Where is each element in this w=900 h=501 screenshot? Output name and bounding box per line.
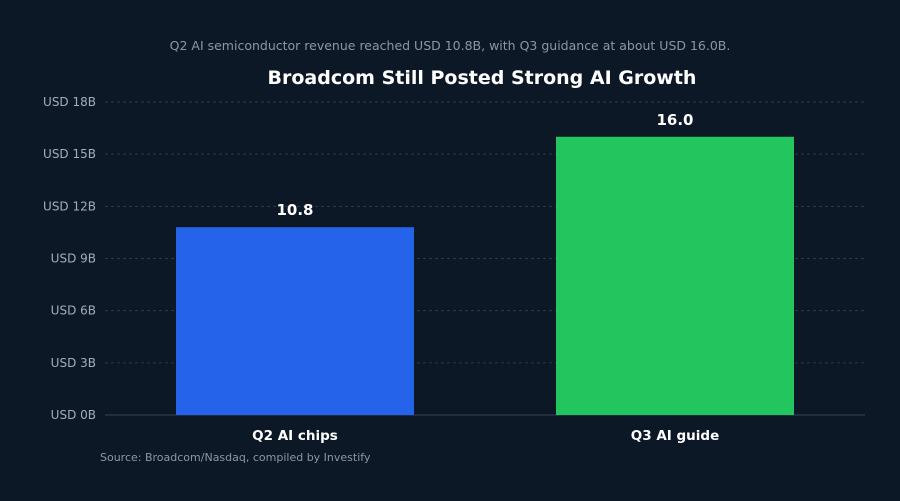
- bars-layer: [176, 136, 794, 415]
- bar: [176, 227, 414, 415]
- chart-subtitle: Q2 AI semiconductor revenue reached USD …: [170, 38, 731, 53]
- chart-title: Broadcom Still Posted Strong AI Growth: [268, 67, 697, 89]
- y-tick-label: USD 6B: [51, 304, 96, 318]
- bar-value-label: 10.8: [276, 201, 313, 219]
- y-tick-label: USD 0B: [51, 408, 96, 422]
- x-tick-label: Q3 AI guide: [631, 428, 719, 444]
- y-tick-label: USD 3B: [51, 356, 96, 370]
- chart-source: Source: Broadcom/Nasdaq, compiled by Inv…: [100, 451, 371, 464]
- bar-value-label: 16.0: [656, 111, 693, 129]
- y-tick-label: USD 18B: [43, 95, 96, 109]
- y-tick-label: USD 15B: [43, 147, 96, 161]
- labels-layer: 10.8 Q2 AI chips 16.0 Q3 AI guide: [252, 111, 719, 444]
- bar: [556, 136, 794, 415]
- y-tick-label: USD 9B: [51, 252, 96, 266]
- x-tick-label: Q2 AI chips: [252, 428, 338, 444]
- y-tick-label: USD 12B: [43, 199, 96, 213]
